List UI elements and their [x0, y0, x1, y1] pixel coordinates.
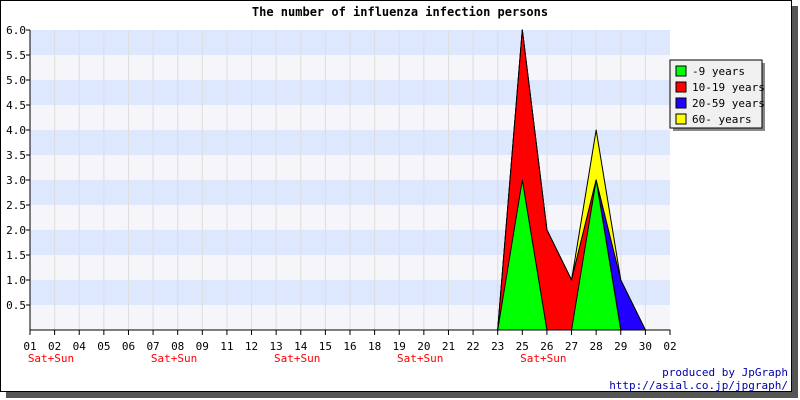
- y-tick-label: 1.5: [6, 249, 26, 262]
- weekend-labels: Sat+Sun Sat+Sun Sat+Sun Sat+Sun Sat+Sun: [28, 352, 567, 365]
- x-tick-label: 06: [122, 340, 135, 353]
- y-tick-label: 2.0: [6, 224, 26, 237]
- x-tick-label: 16: [343, 340, 356, 353]
- y-tick-label: 4.5: [6, 99, 26, 112]
- y-tick-label: 2.5: [6, 199, 26, 212]
- x-tick-label: 23: [491, 340, 504, 353]
- x-tick-labels: 01 02 04 05 06 07 08 09 11 12 13 14 15 16 18 19 20 21 22 23…: [23, 340, 676, 353]
- legend-swatch: [675, 81, 687, 93]
- chart-title: The number of influenza infection person…: [252, 5, 548, 19]
- x-tick-label: 13: [270, 340, 283, 353]
- y-tick-label: 3.0: [6, 174, 26, 187]
- x-tick-label: 20: [417, 340, 430, 353]
- legend-label: 60- years: [692, 113, 752, 126]
- legend-label: -9 years: [692, 65, 745, 78]
- y-tick-label: 3.5: [6, 149, 26, 162]
- legend-swatch: [675, 97, 687, 109]
- frame-shadow-bottom: [6, 392, 798, 398]
- legend-label: 20-59 years: [692, 97, 765, 110]
- legend: -9 years 10-19 years 20-59 years 60- years: [669, 59, 765, 131]
- x-tick-label: 08: [171, 340, 184, 353]
- credit-line-1: produced by JpGraph: [662, 366, 788, 379]
- x-tick-label: 30: [639, 340, 652, 353]
- x-tick-label: 26: [540, 340, 553, 353]
- y-tick-label: 5.5: [6, 49, 26, 62]
- x-tick-label: 25: [516, 340, 529, 353]
- x-tick-label: 27: [565, 340, 578, 353]
- legend-label: 10-19 years: [692, 81, 765, 94]
- y-tick-label: 1.0: [6, 274, 26, 287]
- x-tick-label: 28: [590, 340, 603, 353]
- x-tick-label: 14: [294, 340, 308, 353]
- weekend-label: Sat+Sun: [397, 352, 443, 365]
- y-tick-label: 0.5: [6, 299, 26, 312]
- x-tick-label: 05: [97, 340, 110, 353]
- credit-line-2: http://asial.co.jp/jpgraph/: [609, 379, 788, 392]
- y-tick-label: 5.0: [6, 74, 26, 87]
- frame-shadow-right: [792, 6, 798, 398]
- legend-swatch: [675, 65, 687, 77]
- x-tick-label: 22: [466, 340, 479, 353]
- y-tick-label: 4.0: [6, 124, 26, 137]
- x-tick-label: 11: [220, 340, 233, 353]
- legend-swatch: [675, 113, 687, 125]
- x-tick-label: 19: [393, 340, 406, 353]
- weekend-label: Sat+Sun: [274, 352, 320, 365]
- x-tick-label: 02: [48, 340, 61, 353]
- y-tick-labels: 0.5 1.0 1.5 2.0 2.5 3.0 3.5 4.0 4.5 5.0 5.5 6.0: [6, 24, 30, 312]
- x-tick-label: 07: [146, 340, 159, 353]
- weekend-label: Sat+Sun: [28, 352, 74, 365]
- y-tick-label: 6.0: [6, 24, 26, 37]
- weekend-label: Sat+Sun: [520, 352, 566, 365]
- credit: produced by JpGraph http://asial.co.jp/j…: [609, 366, 788, 392]
- x-tick-label: 09: [196, 340, 209, 353]
- x-tick-label: 18: [368, 340, 381, 353]
- x-tick-label: 21: [442, 340, 455, 353]
- x-tick-label: 29: [614, 340, 627, 353]
- x-tick-label: 12: [245, 340, 258, 353]
- x-tick-label: 01: [23, 340, 36, 353]
- x-tick-label: 15: [319, 340, 332, 353]
- weekend-label: Sat+Sun: [151, 352, 197, 365]
- x-tick-label: 04: [73, 340, 87, 353]
- x-tick-label: 02: [663, 340, 676, 353]
